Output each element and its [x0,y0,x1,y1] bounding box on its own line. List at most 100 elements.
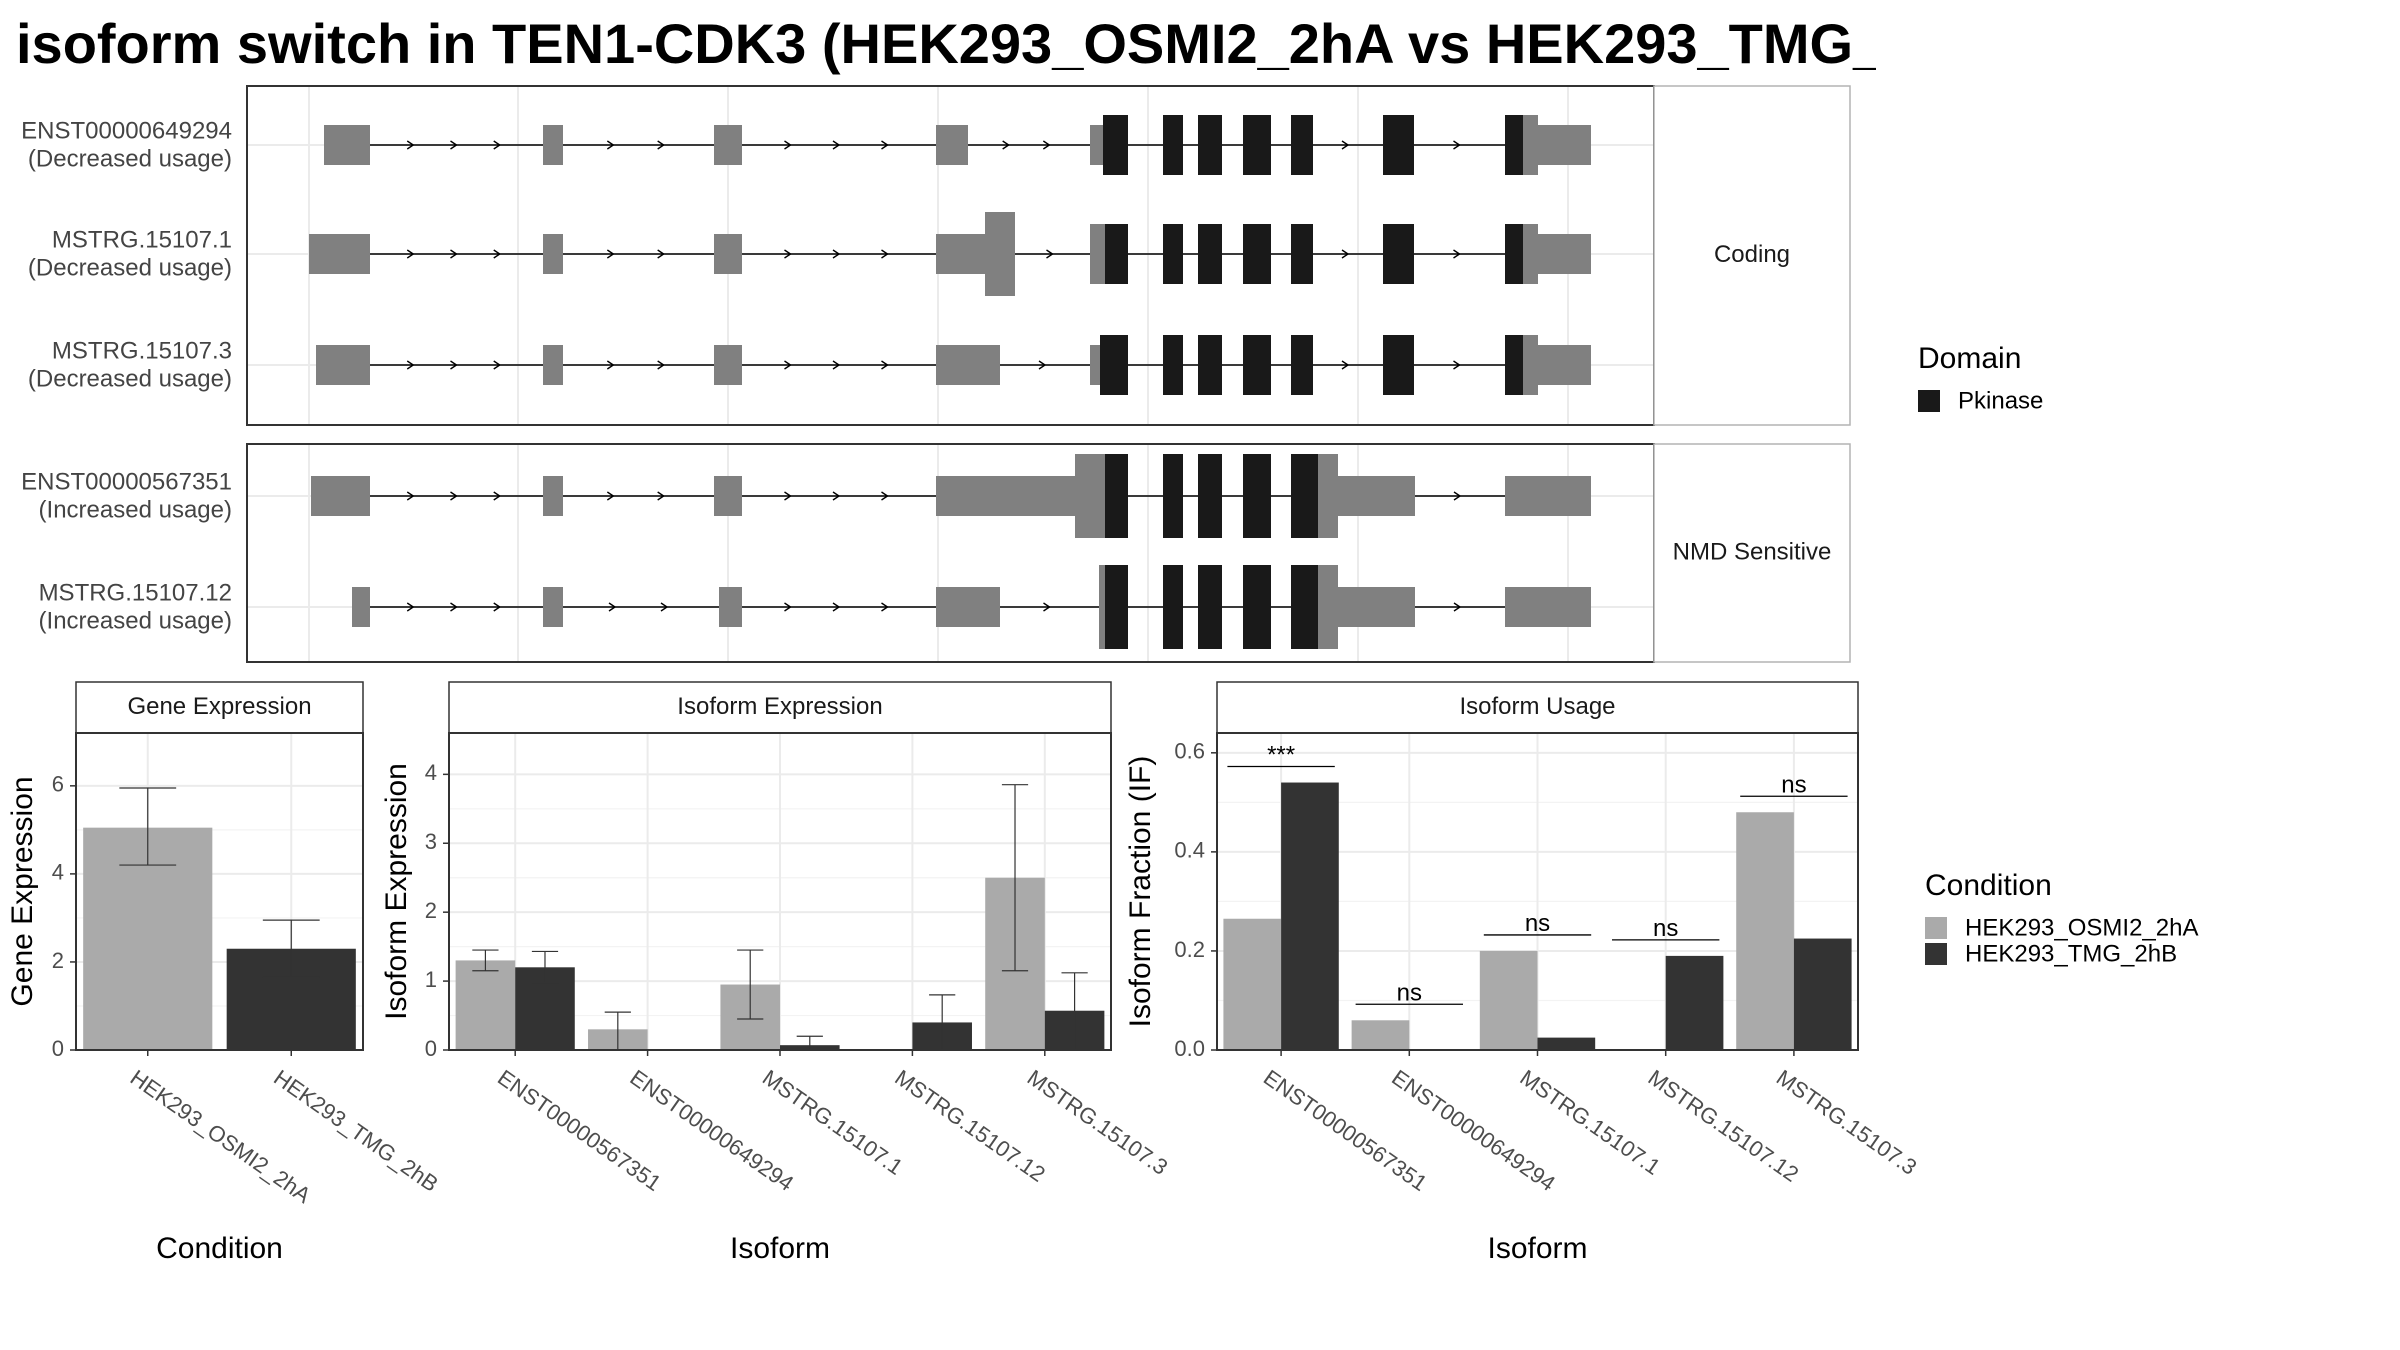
isoform-usage-label: (Decreased usage) [28,254,232,281]
intron-arrow [784,491,792,501]
x-axis-title: Isoform [1487,1232,1587,1265]
domain-exon [1505,224,1523,284]
x-axis-title: Isoform [730,1232,830,1265]
error-bar [531,950,559,984]
intron-arrow [450,140,458,150]
exon [1318,565,1338,649]
intron-arrow [660,602,669,612]
domain-exon [1383,115,1414,175]
intron-arrow [493,491,502,501]
intron-arrow [493,360,502,370]
exon [1338,587,1415,627]
x-axis-title: Condition [156,1232,283,1265]
intron-arrow [657,360,665,370]
intron-arrow [1046,249,1054,259]
condition-legend-label: HEK293_OSMI2_2hA [1965,914,2198,941]
exon [1538,345,1591,385]
exon [714,125,742,165]
exon [936,345,1000,385]
exon [1523,335,1538,395]
y-axis-title: Gene Expression [6,776,39,1006]
exon [1523,224,1538,284]
exon [1075,454,1105,538]
error-bar [472,949,499,972]
y-tick-label: 4 [52,860,64,885]
facet-strip-label: NMD Sensitive [1673,538,1832,565]
intron-arrow [1453,491,1462,501]
domain-exon [1163,224,1183,284]
domain-exon [1291,224,1313,284]
domain-exon [1198,565,1222,649]
facet-strip [1653,443,1851,663]
intron-arrow [1341,249,1350,259]
panel-border [75,732,364,1051]
significance-label: ns [1397,979,1422,1006]
figure-title: isoform switch in TEN1-CDK3 (HEK293_OSMI… [16,12,1876,75]
domain-exon [1383,224,1414,284]
bar [1479,950,1538,1050]
intron-arrow [881,249,889,259]
y-tick-label: 0.6 [1174,739,1205,764]
exon [719,587,742,627]
facet-strip [1653,85,1851,426]
y-tick-label: 0 [425,1036,437,1061]
domain-legend-key [1918,390,1940,412]
intron-arrow [832,249,841,259]
bar [1281,782,1339,1050]
isoform-row: MSTRG.15107.12(Increased usage) [39,565,1591,649]
exon [1090,345,1100,385]
y-tick-label: 0 [52,1036,64,1061]
exon [1505,476,1591,516]
isoform-row: MSTRG.15107.3(Decreased usage) [28,335,1591,395]
y-axis-title: Isoform Expression [380,763,413,1020]
domain-exon [1100,335,1128,395]
intron-arrow [1038,360,1047,370]
error-bar [262,919,320,978]
panel-title-strip [1216,681,1859,734]
domain-exon [1243,115,1271,175]
isoform-id-label: MSTRG.15107.1 [52,226,232,253]
bar [1793,938,1852,1050]
exon [352,587,370,627]
domain-exon [1243,454,1271,538]
structure-panel-2: ENST00000567351(Increased usage)MSTRG.15… [21,443,1851,663]
intron-arrow [1453,249,1461,259]
exon [1505,587,1591,627]
exon [1090,125,1103,165]
exon [1099,565,1105,649]
intron-arrow [1453,602,1462,612]
y-tick-label: 1 [425,967,437,992]
isoform-usage-label: (Decreased usage) [28,365,232,392]
facet-strip-label: Coding [1714,241,1790,268]
exon [309,234,370,274]
domain-exon [1243,565,1271,649]
intron-arrow [832,491,841,501]
intron-arrow [450,360,458,370]
isoform-usage-label: (Decreased usage) [28,145,232,172]
domain-exon [1163,335,1183,395]
y-tick-label: 3 [425,829,437,854]
domain-exon [1163,565,1183,649]
exon [1090,224,1105,284]
intron-arrow [406,360,415,370]
intron-arrow [881,140,889,150]
significance-label: ns [1781,771,1806,798]
panel-title: Isoform Expression [677,693,882,720]
intron-arrow [657,249,665,259]
intron-arrow [450,491,458,501]
isoform-usage-label: (Increased usage) [39,607,232,634]
error-bar [737,949,764,1020]
domain-exon [1243,224,1271,284]
domain-exon [1163,454,1183,538]
bar [1665,955,1724,1050]
exon [543,587,563,627]
y-tick-label: 0.4 [1174,838,1205,863]
exon [543,345,563,385]
exon [543,476,563,516]
domain-exon [1291,565,1318,649]
intron-arrow [606,360,615,370]
panel-border [1216,732,1859,1051]
condition-legend-key-b [1925,943,1947,965]
